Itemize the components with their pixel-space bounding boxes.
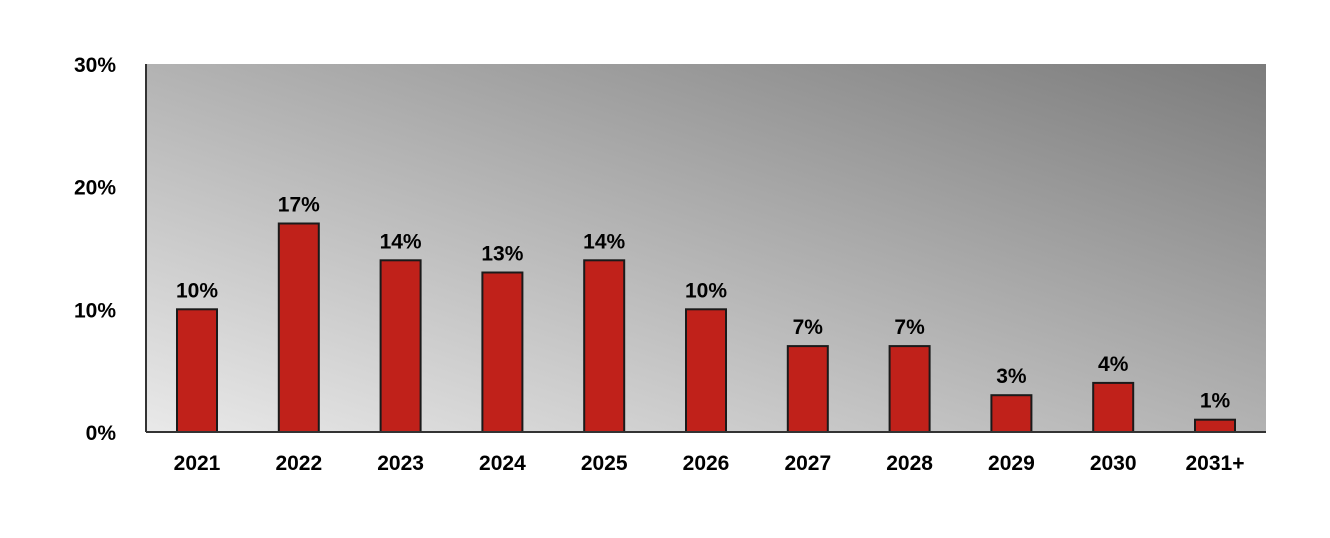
data-label-2027: 7% [793, 316, 824, 339]
data-label-2026: 10% [685, 279, 727, 302]
x-tick-label: 2021 [174, 452, 221, 475]
bar-2026 [685, 308, 727, 433]
x-tick-label: 2023 [377, 452, 424, 475]
data-label-2029: 3% [996, 365, 1027, 388]
y-tick-label: 30% [74, 54, 116, 77]
data-label-2025: 14% [583, 230, 625, 253]
bar-2021 [176, 308, 218, 433]
data-label-2024: 13% [481, 243, 523, 266]
bar-2030 [1092, 381, 1135, 433]
bar-2022 [277, 222, 320, 433]
data-labels-layer: 10% 17% 14% 13% 14% 10% 7% 7% 3% 4% 1% [176, 194, 1231, 413]
x-tick-label: 2028 [886, 452, 933, 475]
axes-layer: 2021 2022 2023 2024 2025 2026 2027 2028 2029 2030… [74, 54, 1266, 475]
bar-2024 [481, 271, 524, 433]
data-label-2022: 17% [278, 194, 320, 217]
x-tick-label: 2027 [784, 452, 831, 475]
data-label-2031-plus: 1% [1200, 390, 1231, 413]
x-tick-label: 2029 [988, 452, 1035, 475]
x-tick-label: 2025 [581, 452, 628, 475]
bar-2027 [786, 345, 829, 434]
bar-2023 [379, 259, 422, 433]
bar-2029 [990, 394, 1033, 434]
y-tick-label: 20% [74, 177, 116, 200]
x-tick-label: 2024 [479, 452, 526, 475]
data-label-2021: 10% [176, 279, 218, 302]
bars-layer [176, 222, 1236, 434]
data-label-2023: 14% [380, 230, 422, 253]
y-tick-label: 0% [86, 422, 117, 445]
y-tick-label: 10% [74, 299, 116, 322]
bar-2028 [888, 345, 931, 434]
data-label-2028: 7% [894, 316, 925, 339]
bar-2025 [583, 259, 626, 433]
bar-2031-plus [1194, 418, 1236, 434]
x-tick-label: 2022 [275, 452, 322, 475]
data-label-2030: 4% [1098, 353, 1129, 376]
x-tick-label: 2030 [1090, 452, 1137, 475]
x-tick-label: 2026 [683, 452, 730, 475]
x-tick-label: 2031+ [1186, 452, 1245, 475]
